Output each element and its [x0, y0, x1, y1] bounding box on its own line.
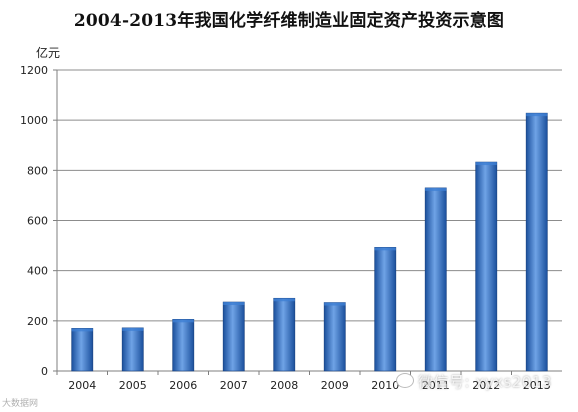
x-tick-label: 2011: [422, 379, 450, 392]
y-tick-label: 1000: [20, 114, 48, 127]
x-tick-label: 2008: [270, 379, 298, 392]
watermark-wechat-text: 微信号: xyxs2013: [418, 373, 552, 391]
y-tick-label: 800: [27, 164, 48, 177]
bar-2013: [525, 112, 548, 372]
bar-2008: [273, 297, 296, 372]
bar-top-highlight: [172, 319, 194, 323]
bar-2005: [121, 327, 144, 372]
x-tick-label: 2006: [169, 379, 197, 392]
bar-top-highlight: [324, 302, 346, 306]
bar-2012: [475, 161, 498, 372]
bar-top-highlight: [526, 113, 548, 117]
bar-top-highlight: [223, 302, 245, 306]
bars: [71, 112, 548, 372]
bar-2004: [71, 328, 94, 372]
wechat-icon: [396, 373, 414, 388]
y-tick-label: 0: [41, 365, 48, 378]
bar-top-highlight: [71, 328, 93, 332]
bar-top-highlight: [374, 247, 396, 251]
chart-title: 2004-2013年我国化学纤维制造业固定资产投资示意图: [73, 11, 505, 31]
y-axis-unit-label: 亿元: [36, 46, 61, 60]
bar-2007: [222, 301, 245, 372]
bar-top-highlight: [475, 162, 497, 166]
x-tick-label: 2010: [371, 379, 399, 392]
bar-2010: [374, 247, 397, 372]
bar-2006: [172, 319, 195, 372]
watermark-wechat: 微信号: xyxs2013: [396, 371, 552, 392]
x-tick-label: 2007: [220, 379, 248, 392]
y-tick-labels: 0 200 400 600 800 1000 1200: [20, 64, 48, 378]
bar-top-highlight: [273, 298, 295, 302]
bar-2011: [424, 187, 447, 372]
x-tick-label: 2012: [472, 379, 500, 392]
y-tick-label: 1200: [20, 64, 48, 77]
x-tick-label: 2004: [68, 379, 96, 392]
bar-2009: [323, 302, 346, 372]
watermark-logo: 大数据网: [2, 399, 39, 409]
x-tick-labels: 2004 2005 2006 2007 2008 2009 2010 2011 2012 2013: [56, 371, 551, 392]
x-tick-label: 2009: [321, 379, 349, 392]
x-tick-label: 2013: [523, 379, 551, 392]
y-tick-label: 600: [27, 215, 48, 228]
bar-top-highlight: [425, 187, 447, 191]
y-tick-label: 400: [27, 265, 48, 278]
x-tick-label: 2005: [119, 379, 147, 392]
y-tick-label: 200: [27, 315, 48, 328]
bar-top-highlight: [122, 327, 144, 331]
